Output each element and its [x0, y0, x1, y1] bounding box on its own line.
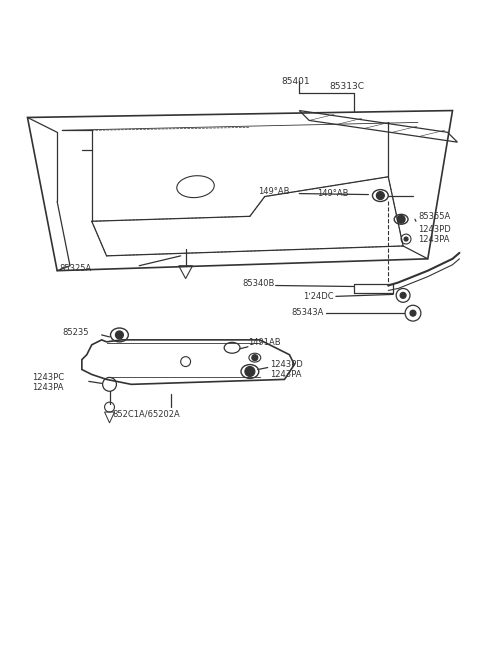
Text: 85401: 85401: [281, 77, 310, 86]
Circle shape: [410, 310, 416, 316]
Text: 1ʼ24DC: 1ʼ24DC: [303, 292, 334, 301]
Text: 1491AB: 1491AB: [248, 338, 280, 348]
Text: 85340B: 85340B: [242, 279, 275, 288]
Text: 1243PA: 1243PA: [270, 370, 301, 379]
Circle shape: [404, 237, 408, 241]
Text: 85313C: 85313C: [329, 81, 364, 91]
Circle shape: [400, 292, 406, 298]
Text: 1243PD: 1243PD: [418, 225, 451, 234]
Text: 1243PC: 1243PC: [33, 373, 64, 382]
Text: 852C1A/65202A: 852C1A/65202A: [112, 409, 180, 418]
Circle shape: [376, 192, 384, 200]
Text: 1243PA: 1243PA: [418, 235, 449, 244]
Text: 149°AB: 149°AB: [317, 189, 349, 198]
Circle shape: [397, 215, 405, 223]
Circle shape: [245, 367, 255, 376]
Text: 85235: 85235: [62, 328, 89, 338]
Text: 85355A: 85355A: [418, 212, 450, 221]
Circle shape: [252, 355, 258, 361]
Text: 85325A: 85325A: [60, 263, 92, 273]
Text: 1243PA: 1243PA: [33, 383, 64, 392]
Text: 1243PD: 1243PD: [270, 360, 302, 369]
Text: 85343A: 85343A: [292, 307, 324, 317]
Text: 149°AB: 149°AB: [258, 187, 289, 196]
Circle shape: [116, 331, 123, 339]
